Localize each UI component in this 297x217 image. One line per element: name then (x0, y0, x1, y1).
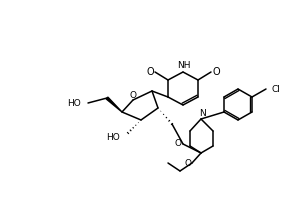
Text: HO: HO (106, 133, 120, 141)
Text: O: O (129, 92, 137, 100)
Text: O: O (146, 67, 154, 77)
Text: NH: NH (177, 61, 191, 69)
Text: HO: HO (67, 100, 81, 108)
Text: N: N (199, 110, 205, 118)
Text: O: O (184, 159, 192, 168)
Text: Cl: Cl (271, 84, 280, 94)
Text: O: O (212, 67, 220, 77)
Polygon shape (106, 97, 122, 112)
Text: O: O (175, 138, 181, 148)
